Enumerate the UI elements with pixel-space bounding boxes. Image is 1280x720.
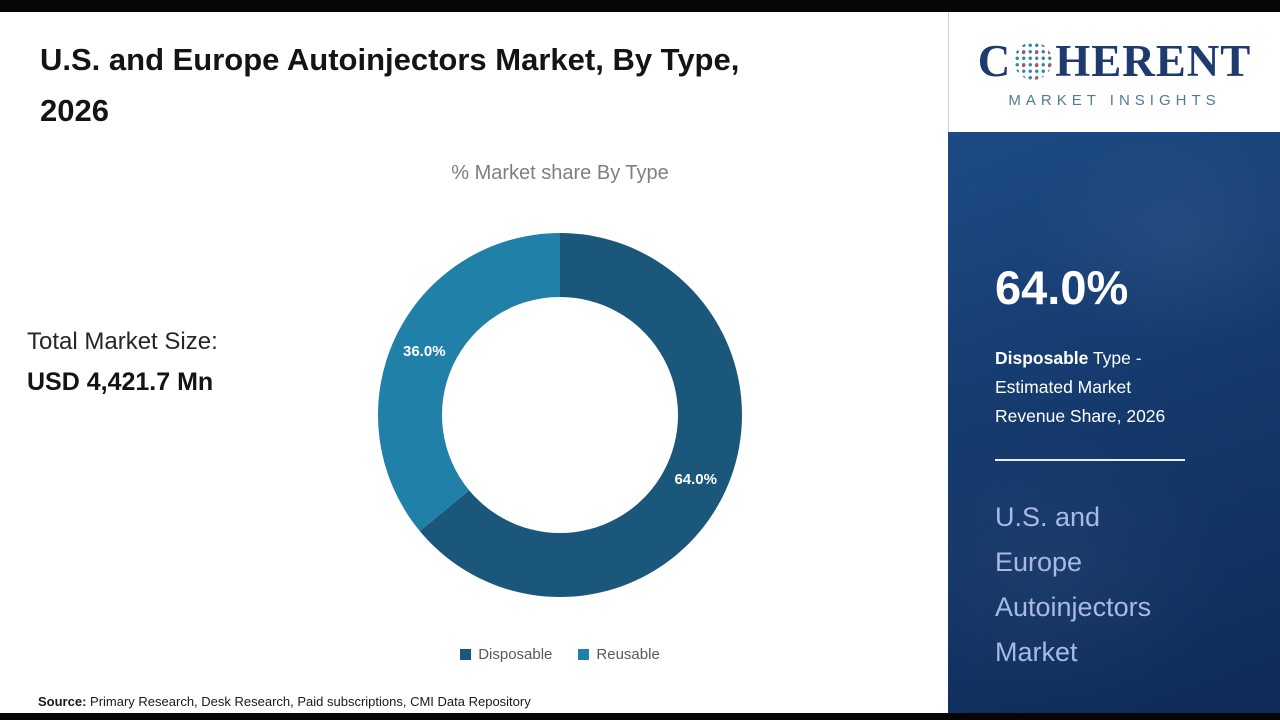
page-title-line2: 2026 [40,93,109,128]
legend-swatch-disposable [460,649,472,660]
donut-chart-svg: 64.0% 36.0% [377,233,742,597]
total-market-size-label: Total Market Size: [27,328,218,355]
bottom-black-bar [0,713,1280,720]
globe-icon [1014,42,1053,80]
total-market-size-block: Total Market Size: USD 4,421.7 Mn [27,328,218,397]
donut-slice-reusable [377,233,560,532]
brand-prefix: C [977,36,1012,86]
main-chart-area: U.S. and Europe Autoinjectors Market, By… [0,12,948,713]
stat-value: 64.0% [995,261,1129,314]
sidebar: C HERENT MARKET INSIGHTS 64.0% Disposabl… [948,12,1280,713]
market-name: U.S. and Europe Autoinjectors Market [995,502,1152,667]
slice-value-label: 64.0% [674,471,717,488]
brand-tagline: MARKET INSIGHTS [1008,92,1221,109]
stat-description-bold: Disposable [995,348,1089,368]
legend-item-disposable: Disposable [460,646,552,663]
brand-logo: C HERENT MARKET INSIGHTS [948,12,1280,132]
chart-title: % Market share By Type [451,162,669,184]
top-black-bar [0,0,1280,12]
source-text: Primary Research, Desk Research, Paid su… [86,694,531,709]
stat-description-rest: Type - Estimated Market Revenue Share, 2… [995,348,1166,426]
donut-slice-disposable [419,233,742,597]
source-line: Source: Primary Research, Desk Research,… [38,694,531,709]
stat-description: Disposable Type - Estimated Market Reven… [995,344,1203,431]
legend-label: Disposable [478,646,553,663]
source-label: Source: [38,694,87,709]
brand-wordmark: C HERENT [978,35,1252,87]
divider-line [995,459,1185,461]
page-title: U.S. and Europe Autoinjectors Market, By… [40,34,920,136]
legend-swatch-reusable [578,649,590,660]
brand-suffix: HERENT [1055,36,1252,86]
legend-item-reusable: Reusable [578,646,660,663]
donut-chart: 64.0% 36.0% [370,225,750,605]
page-title-line1: U.S. and Europe Autoinjectors Market, By… [40,42,740,77]
sidebar-panel: 64.0% Disposable Type - Estimated Market… [948,132,1280,713]
chart-legend: Disposable Reusable [310,646,810,663]
slice-value-label: 36.0% [403,343,446,360]
total-market-size-value: USD 4,421.7 Mn [27,368,214,396]
legend-label: Reusable [596,646,660,663]
